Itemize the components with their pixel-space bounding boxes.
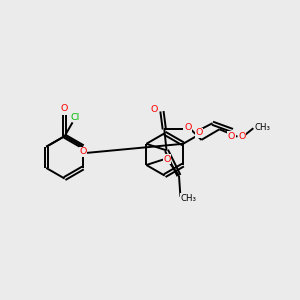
Text: O: O (151, 105, 158, 114)
Text: O: O (228, 132, 235, 141)
Text: O: O (164, 155, 171, 164)
Text: Cl: Cl (70, 112, 80, 122)
Text: O: O (184, 123, 191, 132)
Text: O: O (238, 132, 246, 141)
Text: O: O (60, 104, 68, 113)
Text: O: O (79, 147, 87, 156)
Text: O: O (195, 128, 202, 137)
Text: CH₃: CH₃ (180, 194, 196, 203)
Text: CH₃: CH₃ (255, 123, 271, 132)
